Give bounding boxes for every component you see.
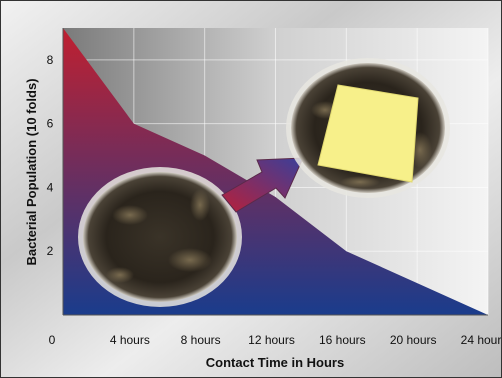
petri-dish-after — [286, 58, 450, 198]
y-tick-label: 6 — [47, 117, 54, 131]
x-tick-label: 0 — [49, 333, 56, 347]
y-tick-labels: 2 4 6 8 — [47, 53, 54, 258]
x-tick-label: 12 hours — [248, 333, 295, 347]
x-tick-label: 8 hours — [181, 333, 221, 347]
y-tick-label: 2 — [47, 244, 54, 258]
petri-dish-before — [78, 167, 242, 307]
x-tick-label: 4 hours — [110, 333, 150, 347]
x-tick-labels: 0 4 hours 8 hours 12 hours 16 hours 20 hours 2… — [49, 333, 502, 347]
cleaning-pad — [317, 84, 419, 183]
y-axis-title: Bacterial Population (10 folds) — [24, 78, 39, 265]
x-tick-label: 20 hours — [390, 333, 437, 347]
x-tick-label: 16 hours — [319, 333, 366, 347]
arrow-icon — [221, 157, 304, 213]
y-tick-label: 8 — [47, 53, 54, 67]
x-axis-title: Contact Time in Hours — [206, 355, 344, 370]
y-tick-label: 4 — [47, 180, 54, 194]
x-tick-label: 24 hours — [461, 333, 502, 347]
